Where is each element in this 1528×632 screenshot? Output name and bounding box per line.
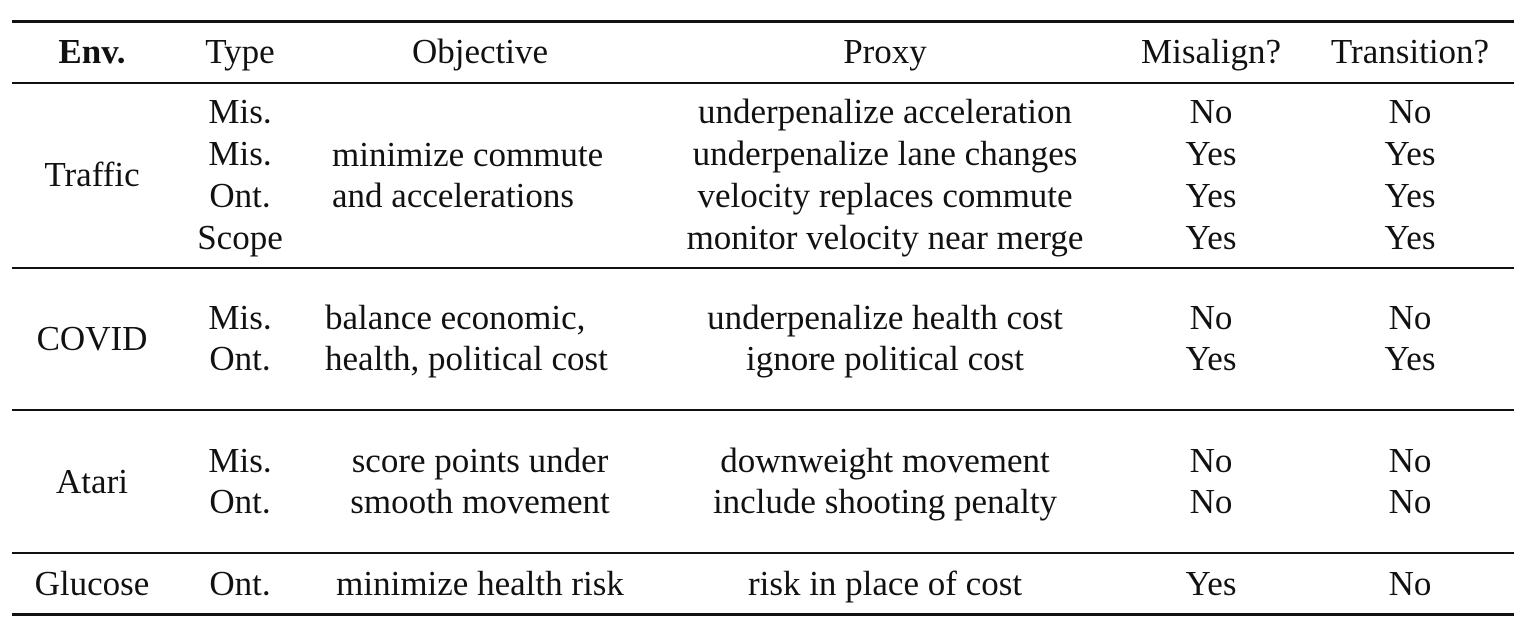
misalign-cell: No <box>1189 298 1233 337</box>
objective-line: balance economic, <box>325 298 586 337</box>
type-cell: Mis. <box>208 92 272 131</box>
objective-line: smooth movement <box>350 482 610 521</box>
proxy-cell: include shooting penalty <box>712 482 1058 521</box>
proxy-cell: risk in place of cost <box>747 564 1023 603</box>
objective-cell: minimize commute and accelerations <box>332 134 603 216</box>
env-cell: COVID <box>36 319 148 358</box>
header-rule <box>12 82 1514 84</box>
type-cell: Ont. <box>209 339 271 378</box>
header-transition: Transition? <box>1330 32 1490 71</box>
proxy-cell: underpenalize lane changes <box>692 134 1078 173</box>
proxy-cell: ignore political cost <box>746 339 1024 378</box>
env-cell: Glucose <box>34 564 150 603</box>
group-rule-traffic <box>12 267 1514 269</box>
group-rule-covid <box>12 409 1514 411</box>
objective-line: health, political cost <box>325 339 608 378</box>
type-cell: Mis. <box>208 441 272 480</box>
transition-cell: Yes <box>1384 176 1436 215</box>
objective-line: and accelerations <box>332 176 574 215</box>
objective-cell: score points under smooth movement <box>310 440 650 522</box>
proxy-cell: underpenalize acceleration <box>697 92 1073 131</box>
proxy-cell: velocity replaces commute <box>697 176 1073 215</box>
type-cell: Ont. <box>209 564 271 603</box>
env-cell: Atari <box>56 462 128 501</box>
misalign-cell: Yes <box>1185 339 1237 378</box>
header-env: Env. <box>58 32 126 71</box>
misalign-cell: No <box>1189 482 1233 521</box>
type-cell: Mis. <box>208 298 272 337</box>
transition-cell: No <box>1388 564 1432 603</box>
proxy-cell: underpenalize health cost <box>707 298 1063 337</box>
top-rule <box>12 20 1514 23</box>
transition-cell: No <box>1388 298 1432 337</box>
misalign-cell: Yes <box>1185 176 1237 215</box>
objective-cell: minimize health risk <box>336 564 624 603</box>
env-cell: Traffic <box>44 155 140 194</box>
objective-line: score points under <box>351 441 609 480</box>
objective-line: minimize commute <box>332 135 604 174</box>
transition-cell: Yes <box>1384 134 1436 173</box>
proxy-cell: monitor velocity near merge <box>686 218 1084 257</box>
bottom-rule <box>12 613 1514 616</box>
misalign-cell: Yes <box>1185 564 1237 603</box>
header-type: Type <box>205 32 275 71</box>
misalign-cell: Yes <box>1185 218 1237 257</box>
transition-cell: No <box>1388 92 1432 131</box>
transition-cell: Yes <box>1384 218 1436 257</box>
header-proxy: Proxy <box>843 32 927 71</box>
transition-cell: No <box>1388 482 1432 521</box>
group-rule-atari <box>12 552 1514 554</box>
type-cell: Ont. <box>209 482 271 521</box>
misalign-cell: No <box>1189 441 1233 480</box>
objective-cell: balance economic, health, political cost <box>325 297 608 379</box>
header-objective: Objective <box>411 32 549 71</box>
type-cell: Mis. <box>208 134 272 173</box>
transition-cell: Yes <box>1384 339 1436 378</box>
misalign-cell: No <box>1189 92 1233 131</box>
type-cell: Scope <box>197 218 283 257</box>
proxy-cell: downweight movement <box>720 441 1050 480</box>
type-cell: Ont. <box>209 176 271 215</box>
misalign-cell: Yes <box>1185 134 1237 173</box>
transition-cell: No <box>1388 441 1432 480</box>
header-misalign: Misalign? <box>1141 32 1281 71</box>
